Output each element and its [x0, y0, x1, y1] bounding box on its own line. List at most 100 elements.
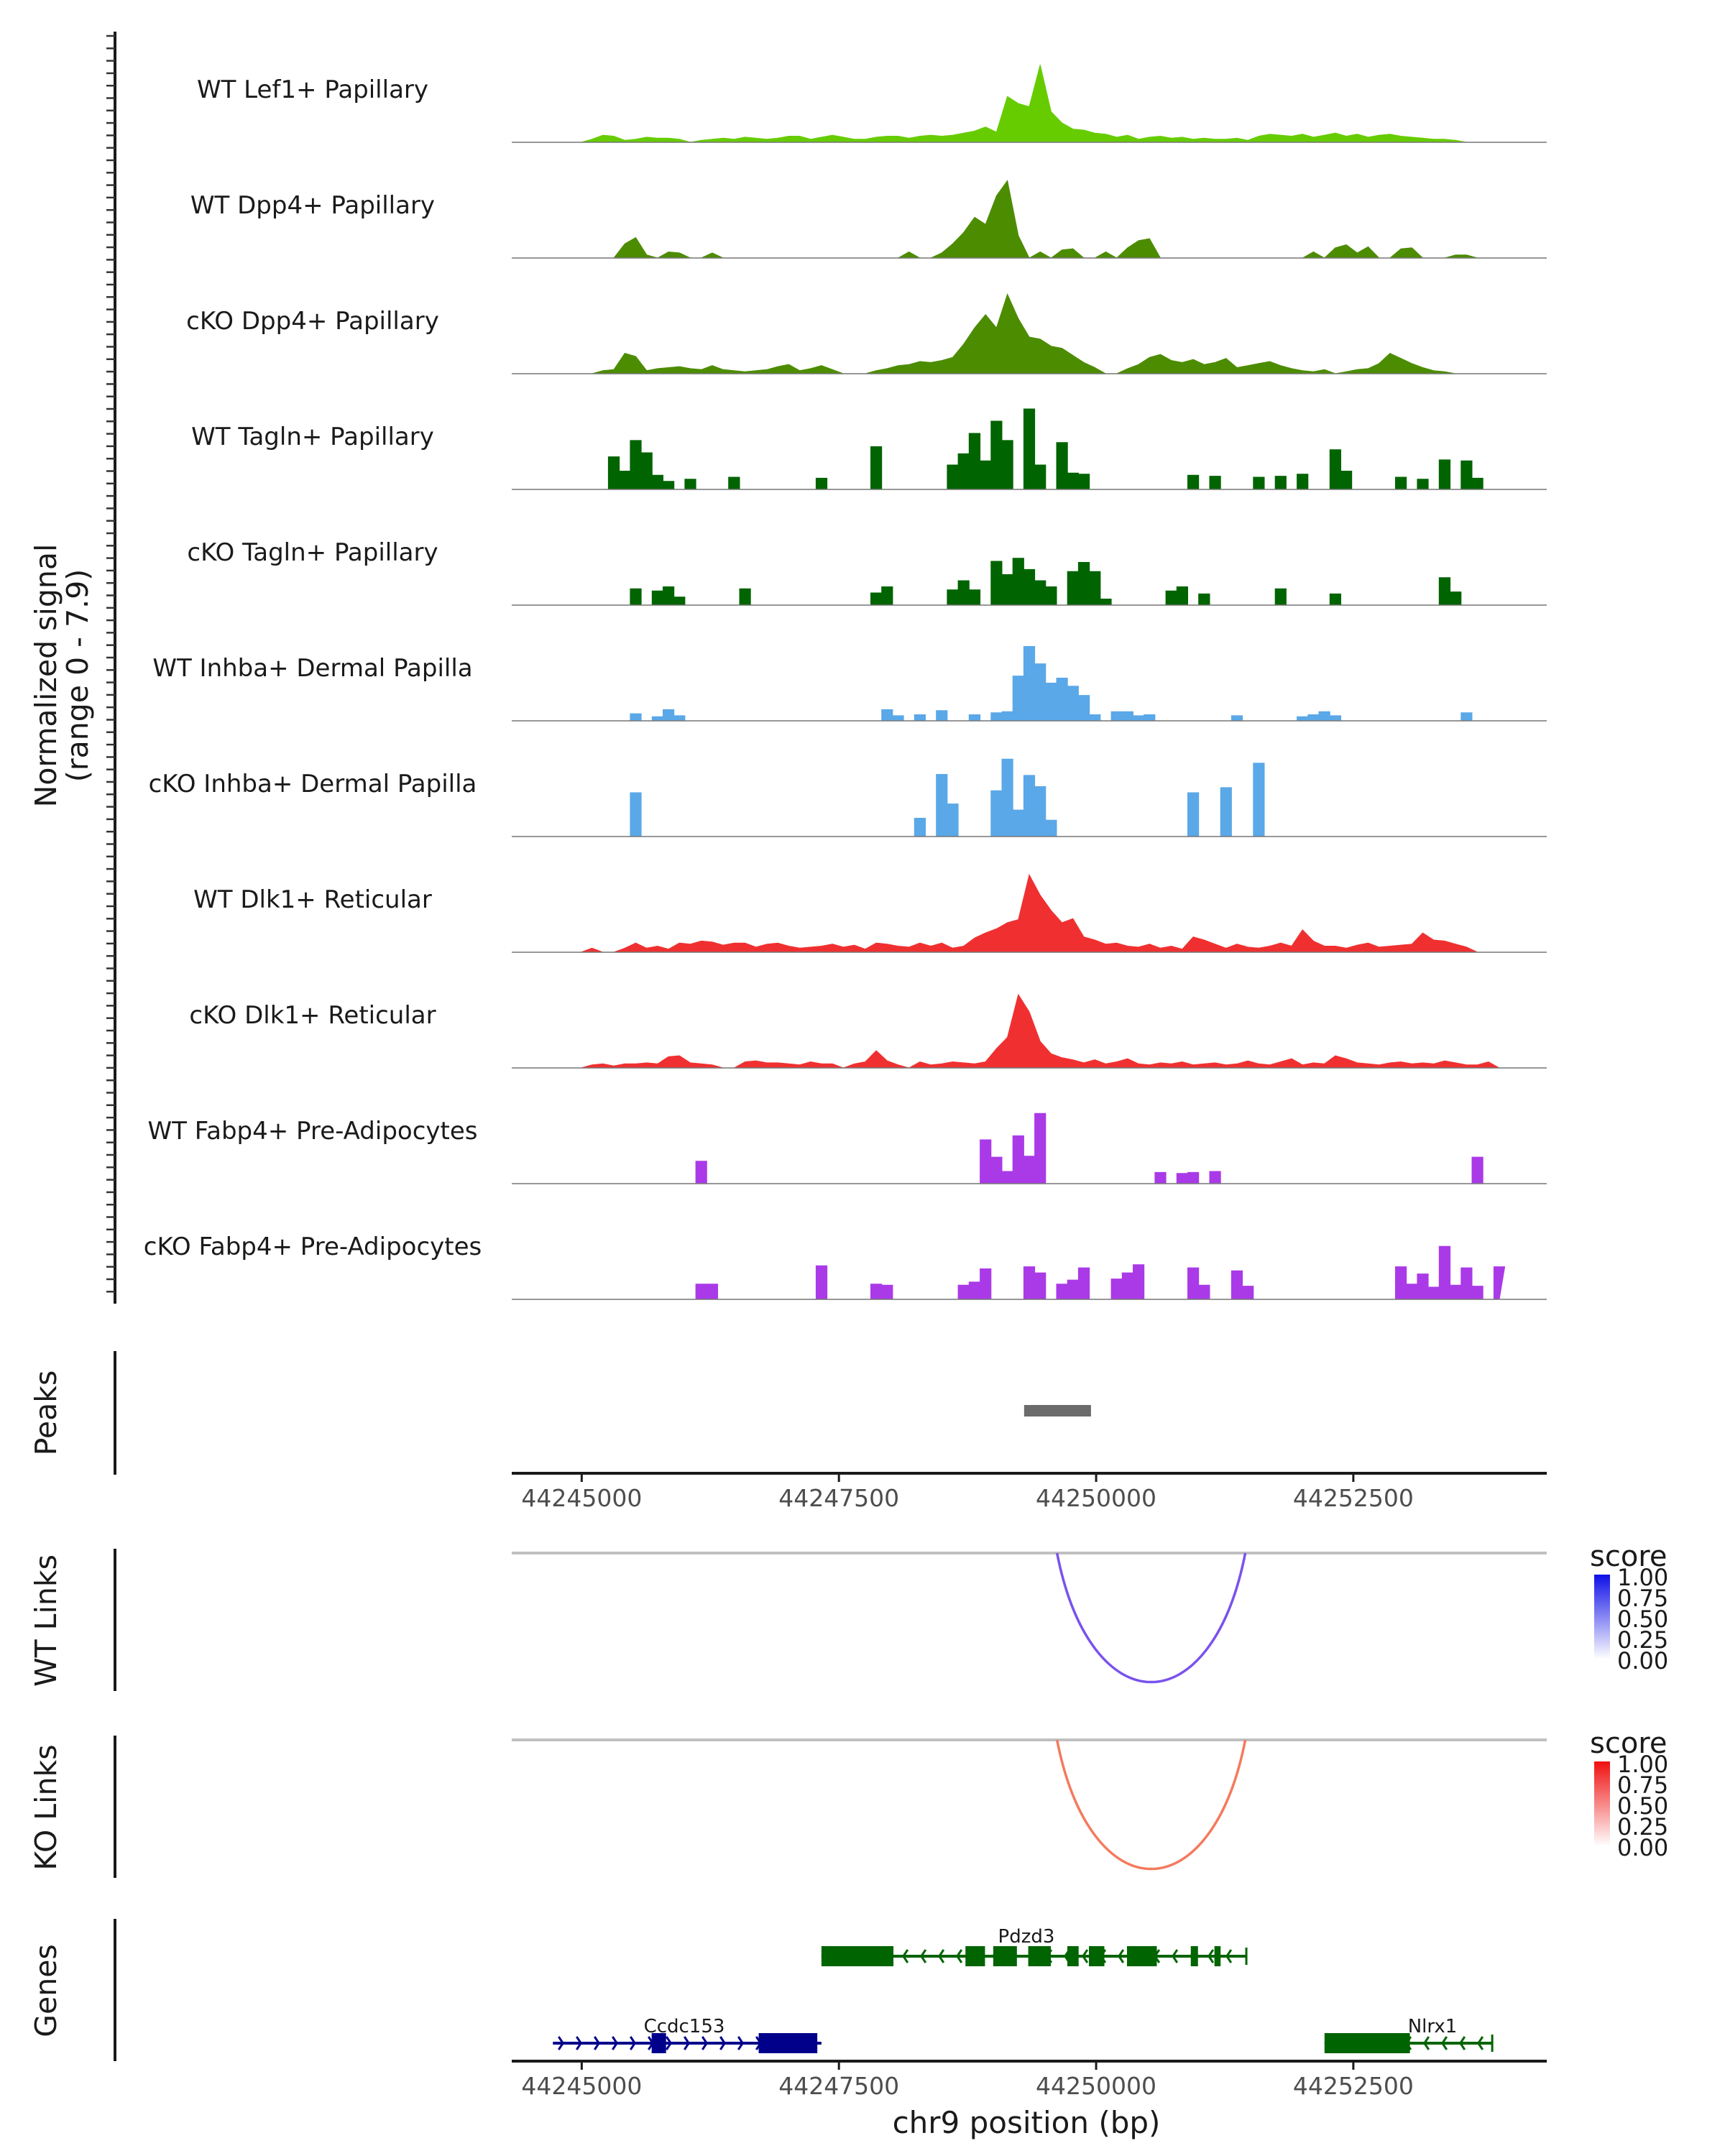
- gene-name-label: Ccdc153: [644, 2016, 725, 2037]
- genes-panel-title: Genes: [29, 1944, 63, 2037]
- gene-exon: [1067, 1946, 1079, 1966]
- gene-strand-arrow: [684, 2036, 691, 2050]
- gene-exon: [1134, 1946, 1157, 1966]
- gene-strand-arrow: [737, 2036, 745, 2050]
- legend-colorbar: [1594, 1575, 1610, 1659]
- coverage-track-label: WT Dpp4+ Papillary: [190, 191, 435, 220]
- peak-region: [1024, 1405, 1091, 1416]
- gene-exon: [1324, 2033, 1410, 2053]
- coverage-area: [559, 873, 1499, 953]
- gene-name-label: Nlrx1: [1408, 2016, 1458, 2037]
- gene-strand-arrow: [1172, 1949, 1179, 1963]
- coverage-area: [553, 1112, 1505, 1184]
- coverage-track: cKO Dpp4+ Papillary: [186, 293, 1547, 374]
- gene-strand-arrow: [1118, 1949, 1125, 1963]
- link-arc: [1055, 1739, 1247, 1871]
- legend-tick-label: 0.00: [1617, 1647, 1668, 1674]
- coverage-y-axis-title: Normalized signal: [29, 544, 63, 808]
- gene-strand-arrow: [612, 2036, 619, 2050]
- coverage-track-label: WT Dlk1+ Reticular: [193, 885, 432, 914]
- x-axis-tick-label: 44252500: [1293, 2072, 1414, 2100]
- gene-exon: [1126, 1946, 1136, 1966]
- coverage-area: [553, 408, 1505, 490]
- gene-strand-arrow: [938, 1949, 945, 1963]
- x-axis-coverage: 44245000 44247500 44250000 44252500: [512, 1472, 1547, 1512]
- gene-strand-arrow: [630, 2036, 637, 2050]
- x-axis-tick-label: 44250000: [1036, 2072, 1156, 2100]
- coverage-track: cKO Dlk1+ Reticular: [189, 993, 1547, 1069]
- gene-exon: [758, 2033, 818, 2053]
- coverage-track: WT Lef1+ Papillary: [197, 65, 1547, 143]
- gene-strand-arrow: [558, 2036, 565, 2050]
- gene-strand-arrow: [1208, 1949, 1215, 1963]
- gene-exon: [1190, 1946, 1198, 1966]
- gene-strand-arrow: [1459, 2036, 1466, 2050]
- coverage-track: WT Dpp4+ Papillary: [190, 180, 1547, 259]
- legend-colorbar: [1594, 1761, 1610, 1846]
- coverage-track-label: cKO Dlk1+ Reticular: [189, 1001, 436, 1030]
- legend-title: score: [1590, 1727, 1667, 1760]
- gene-models: Pdzd3 Ccdc153 Nlrx1: [553, 1926, 1494, 2053]
- coverage-track-label: cKO Dpp4+ Papillary: [186, 307, 439, 336]
- x-axis-title: chr9 position (bp): [893, 2105, 1161, 2140]
- gene-exon: [965, 1946, 985, 1966]
- coverage-y-axis-range: (range 0 - 7.9): [60, 569, 95, 782]
- gene-strand-arrow: [1477, 2036, 1484, 2050]
- coverage-area: [553, 646, 1505, 722]
- gene-strand-arrow: [920, 1949, 927, 1963]
- coverage-area: [553, 1245, 1506, 1300]
- coverage-area: [559, 293, 1499, 374]
- coverage-track: WT Inhba+ Dermal Papilla: [152, 646, 1547, 722]
- peak-regions: [1024, 1405, 1091, 1416]
- x-axis-tick-label: 44252500: [1293, 1484, 1414, 1512]
- coverage-track-label: WT Lef1+ Papillary: [197, 75, 428, 104]
- gene-model: Pdzd3: [821, 1926, 1248, 1966]
- gene-strand-arrow: [902, 1949, 909, 1963]
- gene-name-label: Pdzd3: [998, 1926, 1055, 1948]
- legend-tick-label: 0.75: [1617, 1585, 1668, 1612]
- gene-exon: [1089, 1946, 1105, 1966]
- gene-strand-arrow: [576, 2036, 583, 2050]
- coverage-track-label: cKO Tagln+ Papillary: [187, 538, 438, 567]
- coverage-track-label: cKO Inhba+ Dermal Papilla: [149, 770, 477, 798]
- link-arc: [1055, 1552, 1247, 1684]
- x-axis-tick-label: 44250000: [1036, 1484, 1156, 1512]
- coverage-tracks: WT Lef1+ Papillary WT Dpp4+ Papillary cKO …: [144, 65, 1547, 1300]
- gene-strand-arrow: [719, 2036, 727, 2050]
- gene-strand-arrow: [702, 2036, 709, 2050]
- x-axis-genes: 44245000 44247500 44250000 44252500: [512, 2060, 1547, 2100]
- gene-model: Ccdc153: [553, 2016, 822, 2053]
- gene-exon: [1214, 1946, 1221, 1966]
- coverage-track: WT Dlk1+ Reticular: [193, 873, 1547, 953]
- coverage-area: [553, 558, 1505, 606]
- x-axis-tick-label: 44247500: [778, 2072, 899, 2100]
- coverage-track-label: WT Fabp4+ Pre-Adipocytes: [148, 1117, 478, 1146]
- gene-strand-arrow: [1225, 1949, 1233, 1963]
- coverage-track: WT Tagln+ Papillary: [191, 408, 1547, 490]
- coverage-area: [559, 180, 1499, 259]
- gene-strand-arrow: [956, 1949, 963, 1963]
- legend-tick-label: 1.00: [1617, 1564, 1668, 1591]
- gene-strand-arrow: [666, 2036, 673, 2050]
- legend-tick-label: 0.00: [1617, 1834, 1668, 1861]
- gene-exon: [651, 2033, 666, 2053]
- coverage-track-label: WT Inhba+ Dermal Papilla: [152, 654, 472, 683]
- x-axis-tick-label: 44245000: [521, 1484, 642, 1512]
- coverage-track: WT Fabp4+ Pre-Adipocytes: [148, 1112, 1547, 1184]
- gene-strand-arrow: [1423, 2036, 1430, 2050]
- coverage-track: cKO Tagln+ Papillary: [187, 538, 1547, 606]
- gene-strand-arrow: [1441, 2036, 1448, 2050]
- coverage-track: cKO Fabp4+ Pre-Adipocytes: [144, 1233, 1547, 1300]
- legend-tick-label: 0.75: [1617, 1772, 1668, 1799]
- legend-tick-label: 1.00: [1617, 1751, 1668, 1778]
- x-axis-tick-label: 44247500: [778, 1484, 899, 1512]
- peaks-panel-title: Peaks: [29, 1370, 63, 1456]
- links-panel-title: KO Links: [29, 1744, 63, 1870]
- peaks-panel: Peaks: [29, 1351, 1091, 1475]
- gene-exon: [821, 1946, 894, 1966]
- genes-panel: Genes Pdzd3 Ccdc153 Nlrx1: [29, 1919, 1494, 2061]
